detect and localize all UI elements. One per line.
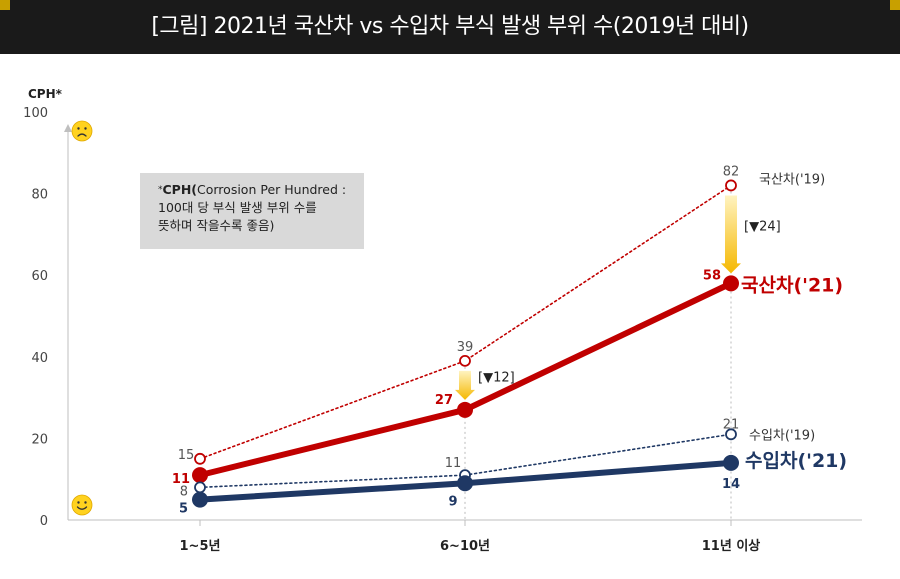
data-label: 21: [723, 417, 740, 432]
data-point: [723, 275, 739, 292]
data-point: [457, 401, 473, 418]
note-line1: Corrosion Per Hundred :: [197, 182, 347, 197]
change-arrows: [▼12] [▼24]: [455, 195, 781, 400]
note-line2: 100대 당 부식 발생 부위 수를: [158, 200, 317, 215]
face-eye: [77, 127, 80, 130]
data-label: 27: [435, 393, 453, 408]
data-label: 11: [445, 456, 462, 471]
data-point: [192, 467, 208, 484]
face-mouth: [77, 133, 87, 137]
face-disc: [71, 494, 93, 516]
face-eye: [77, 501, 80, 504]
chart-title: [그림] 2021년 국산차 vs 수입차 부식 발생 부위 수(2019년 대…: [151, 14, 749, 39]
x-tick-label: 6~10년: [440, 539, 490, 554]
y-axis-arrowhead: [64, 124, 72, 132]
y-axis-label: CPH*: [28, 87, 63, 101]
decrease-annotation: [▼24]: [744, 219, 781, 234]
series-name-label: 국산차('19): [759, 172, 825, 187]
decrease-arrow: [721, 195, 741, 274]
series-name-label: 수입차('19): [749, 428, 815, 443]
note-star: *: [158, 185, 163, 195]
note-line3: 뜻하며 작을수록 좋음): [158, 218, 275, 233]
note-bold: CPH(: [162, 182, 198, 197]
cph-note: *CPH(Corrosion Per Hundred : 100대 당 부식 발…: [140, 173, 364, 249]
series-name-label: 국산차('21): [741, 274, 843, 296]
data-point: [457, 475, 473, 492]
data-label: 39: [457, 340, 474, 355]
x-tick-label: 1~5년: [180, 539, 221, 554]
title-corner-accent: [890, 0, 900, 10]
y-tick-label: 60: [31, 269, 48, 284]
title-bar: [그림] 2021년 국산차 vs 수입차 부식 발생 부위 수(2019년 대…: [0, 0, 900, 54]
data-point: [192, 491, 208, 508]
series-name-label: 수입차('21): [745, 450, 847, 472]
decrease-arrow: [455, 370, 475, 400]
data-label: 15: [178, 448, 195, 463]
y-tick-label: 20: [31, 432, 48, 447]
y-tick-label: 0: [40, 514, 48, 529]
title-corner-accent: [0, 0, 10, 10]
face-eye: [84, 501, 87, 504]
data-point: [725, 428, 737, 441]
data-point: [723, 454, 739, 471]
frowning-face-icon: [71, 120, 93, 142]
data-label: 9: [448, 494, 457, 509]
data-point: [194, 481, 206, 494]
data-point: [194, 452, 206, 465]
data-point: [459, 354, 471, 367]
face-eye: [84, 127, 87, 130]
y-tick-label: 40: [31, 351, 48, 366]
decrease-annotation: [▼12]: [478, 370, 515, 385]
data-label: 8: [180, 484, 188, 499]
data-label: 11: [172, 472, 190, 487]
axes: CPH* 0 20 40 60 80 100 1~5년 6~10년 11년 이상: [23, 87, 862, 554]
y-tick-label: 80: [31, 188, 48, 203]
x-tick-label: 11년 이상: [702, 538, 761, 554]
smiling-face-icon: [71, 494, 93, 516]
data-label: 82: [723, 164, 740, 179]
face-icons: [71, 120, 93, 516]
face-disc: [71, 120, 93, 142]
face-mouth: [76, 506, 88, 510]
data-label: 58: [703, 268, 721, 283]
data-point: [725, 179, 737, 192]
series-points: [192, 179, 739, 508]
data-label: 14: [722, 477, 740, 492]
y-tick-label: 100: [23, 106, 48, 121]
data-label: 5: [179, 502, 188, 517]
